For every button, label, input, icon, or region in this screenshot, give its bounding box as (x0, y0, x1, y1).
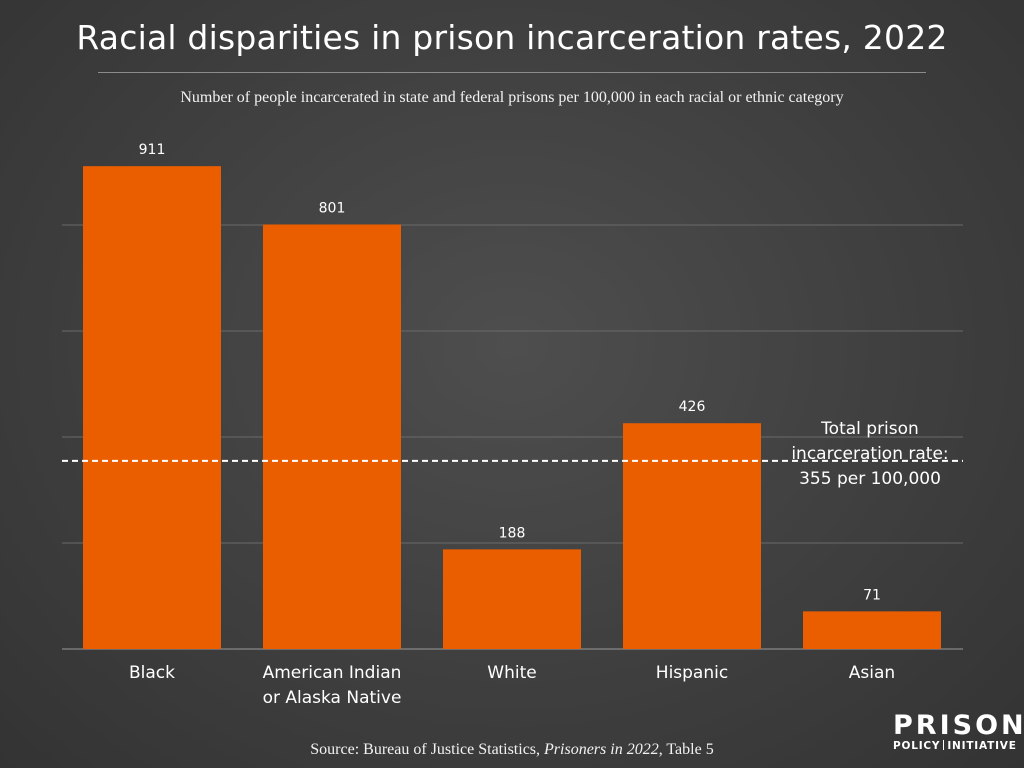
bar-value-label: 188 (499, 525, 526, 541)
category-label-line: Asian (849, 663, 895, 683)
logo-separator (943, 740, 945, 750)
bar-value-label: 801 (319, 200, 346, 216)
bar (443, 549, 581, 649)
category-label: Hispanic (656, 663, 728, 683)
category-label-line: White (487, 663, 536, 683)
reference-line-label: Total prison incarceration rate: 355 per 1… (791, 419, 948, 489)
bar-value-label: 71 (863, 587, 881, 603)
chart-title: Racial disparities in prison incarcerati… (76, 18, 948, 57)
reference-line-label-line: incarceration rate: (791, 444, 948, 464)
prison-policy-initiative-logo: PRISON POLICY INITIATIVE (893, 710, 1024, 753)
reference-line-label-line: Total prison (820, 419, 919, 439)
category-label: American Indian or Alaska Native (263, 663, 402, 708)
category-label-line: or Alaska Native (263, 688, 402, 708)
bar-value-label: 911 (139, 142, 166, 158)
category-label: White (487, 663, 536, 683)
logo-word-policy: POLICY (893, 740, 941, 752)
logo-word-prison: PRISON (893, 710, 1024, 741)
logo-word-policy-initiative: POLICY INITIATIVE (893, 739, 1017, 753)
category-label-line: Black (129, 663, 175, 683)
category-label-line: Hispanic (656, 663, 728, 683)
chart-subtitle: Number of people incarcerated in state a… (180, 89, 844, 106)
source-prefix: Source: Bureau of Justice Statistics, (310, 741, 545, 758)
category-label: Asian (849, 663, 895, 683)
source-note: Source: Bureau of Justice Statistics, Pr… (0, 741, 1024, 759)
title-divider (98, 72, 926, 73)
logo-word-initiative: INITIATIVE (947, 740, 1017, 752)
category-label-line: American Indian (263, 663, 402, 683)
bar-value-label: 426 (679, 399, 706, 415)
category-label: Black (129, 663, 175, 683)
bar (803, 611, 941, 649)
bar (83, 166, 221, 650)
bar (623, 423, 761, 649)
reference-line-label-line: 355 per 100,000 (799, 469, 941, 489)
source-title: Prisoners in 2022 (544, 741, 659, 758)
bar (263, 224, 401, 649)
source-suffix: , Table 5 (658, 741, 714, 758)
